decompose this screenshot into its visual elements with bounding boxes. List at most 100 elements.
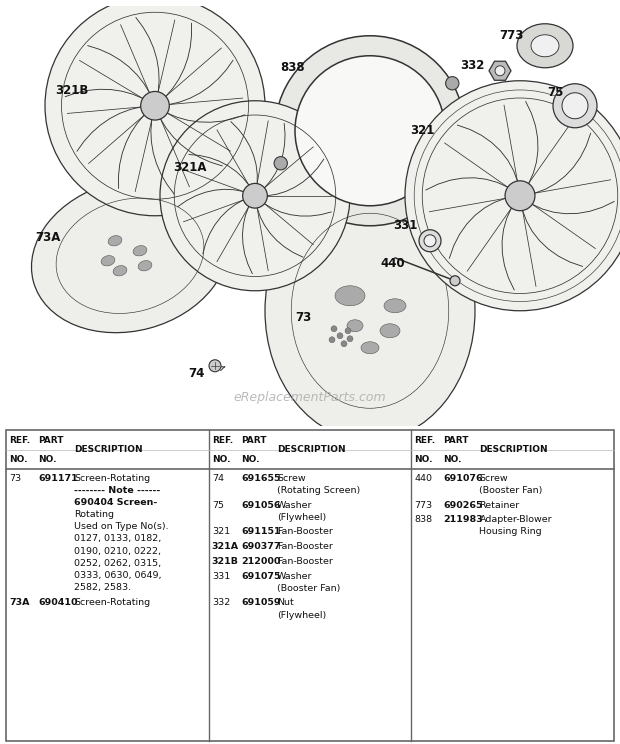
Text: 73A: 73A: [9, 597, 30, 607]
Circle shape: [446, 77, 459, 90]
Ellipse shape: [347, 320, 363, 332]
Text: 691075: 691075: [241, 571, 280, 580]
Text: (Booster Fan): (Booster Fan): [479, 486, 543, 495]
Circle shape: [495, 65, 505, 76]
Text: 73: 73: [9, 474, 22, 483]
Text: 440: 440: [414, 474, 432, 483]
Ellipse shape: [32, 179, 229, 333]
Text: 690265: 690265: [443, 501, 483, 510]
Circle shape: [209, 360, 221, 372]
Circle shape: [329, 337, 335, 343]
Circle shape: [345, 328, 351, 334]
Ellipse shape: [138, 260, 152, 271]
Circle shape: [337, 333, 343, 339]
Text: NO.: NO.: [212, 455, 231, 464]
Text: eReplacementParts.com: eReplacementParts.com: [234, 391, 386, 404]
Circle shape: [405, 81, 620, 311]
Text: Adapter-Blower: Adapter-Blower: [479, 516, 552, 525]
Text: PART: PART: [241, 435, 267, 445]
Text: DESCRIPTION: DESCRIPTION: [277, 445, 345, 454]
Text: PART: PART: [38, 435, 64, 445]
Text: 75: 75: [547, 86, 564, 99]
Ellipse shape: [361, 341, 379, 353]
Text: 773: 773: [499, 29, 523, 42]
Circle shape: [505, 181, 535, 211]
Text: 0190, 0210, 0222,: 0190, 0210, 0222,: [74, 547, 161, 556]
Text: 691151: 691151: [241, 527, 281, 536]
Text: Fan-Booster: Fan-Booster: [277, 527, 333, 536]
Text: (Flywheel): (Flywheel): [277, 513, 326, 522]
Text: (Booster Fan): (Booster Fan): [277, 584, 340, 593]
Text: REF.: REF.: [414, 435, 435, 445]
Text: 690377: 690377: [241, 542, 280, 551]
Ellipse shape: [531, 35, 559, 57]
Text: REF.: REF.: [212, 435, 233, 445]
Text: 321B: 321B: [55, 84, 89, 97]
Circle shape: [450, 276, 460, 286]
Text: Rotating: Rotating: [74, 510, 115, 519]
Text: 212000: 212000: [241, 557, 280, 566]
Text: PART: PART: [443, 435, 469, 445]
Circle shape: [562, 93, 588, 119]
Text: Washer: Washer: [277, 501, 312, 510]
Text: Screw: Screw: [277, 474, 306, 483]
Text: 838: 838: [280, 61, 304, 74]
Ellipse shape: [380, 324, 400, 338]
Text: 211983: 211983: [443, 516, 483, 525]
Circle shape: [341, 341, 347, 347]
Circle shape: [424, 235, 436, 247]
Ellipse shape: [517, 24, 573, 68]
Text: Screen-Rotating: Screen-Rotating: [74, 474, 151, 483]
Circle shape: [45, 0, 265, 216]
Text: 321: 321: [212, 527, 230, 536]
Text: 838: 838: [414, 516, 433, 525]
Text: 691171: 691171: [38, 474, 78, 483]
Text: 691059: 691059: [241, 598, 280, 607]
Text: DESCRIPTION: DESCRIPTION: [74, 445, 143, 454]
Text: 74: 74: [188, 368, 205, 380]
Circle shape: [419, 230, 441, 251]
Text: -------- Note ------: -------- Note ------: [74, 486, 161, 495]
Ellipse shape: [335, 286, 365, 306]
Ellipse shape: [108, 236, 122, 246]
Text: REF.: REF.: [9, 435, 30, 445]
Text: 691076: 691076: [443, 474, 483, 483]
Text: 691056: 691056: [241, 501, 280, 510]
Text: NO.: NO.: [38, 455, 57, 464]
Text: Screen-Rotating: Screen-Rotating: [74, 597, 151, 607]
Text: 440: 440: [380, 257, 405, 270]
Circle shape: [141, 92, 169, 120]
Circle shape: [242, 184, 267, 208]
Text: NO.: NO.: [414, 455, 433, 464]
Text: NO.: NO.: [241, 455, 260, 464]
Text: 2582, 2583.: 2582, 2583.: [74, 583, 131, 592]
Text: 321A: 321A: [173, 161, 206, 174]
Text: Housing Ring: Housing Ring: [479, 527, 542, 536]
Text: (Flywheel): (Flywheel): [277, 611, 326, 620]
Circle shape: [347, 336, 353, 341]
Text: Screw: Screw: [479, 474, 508, 483]
Text: 691655: 691655: [241, 474, 280, 483]
Ellipse shape: [133, 246, 147, 256]
Text: (Rotating Screen): (Rotating Screen): [277, 486, 360, 495]
Text: 690410: 690410: [38, 597, 78, 607]
Text: DESCRIPTION: DESCRIPTION: [479, 445, 548, 454]
Text: NO.: NO.: [443, 455, 462, 464]
Circle shape: [331, 326, 337, 332]
Text: 74: 74: [212, 474, 224, 483]
Text: 75: 75: [212, 501, 224, 510]
Circle shape: [274, 156, 288, 170]
Text: 773: 773: [414, 501, 433, 510]
Ellipse shape: [265, 181, 475, 440]
Text: 321: 321: [410, 124, 435, 137]
Circle shape: [275, 36, 465, 225]
Text: 331: 331: [393, 219, 417, 232]
Text: 321B: 321B: [212, 557, 239, 566]
Polygon shape: [489, 61, 511, 80]
Text: Used on Type No(s).: Used on Type No(s).: [74, 522, 169, 531]
Text: 0333, 0630, 0649,: 0333, 0630, 0649,: [74, 571, 162, 580]
Text: 332: 332: [212, 598, 230, 607]
Circle shape: [160, 100, 350, 291]
Text: 0127, 0133, 0182,: 0127, 0133, 0182,: [74, 534, 162, 543]
Text: Retainer: Retainer: [479, 501, 520, 510]
